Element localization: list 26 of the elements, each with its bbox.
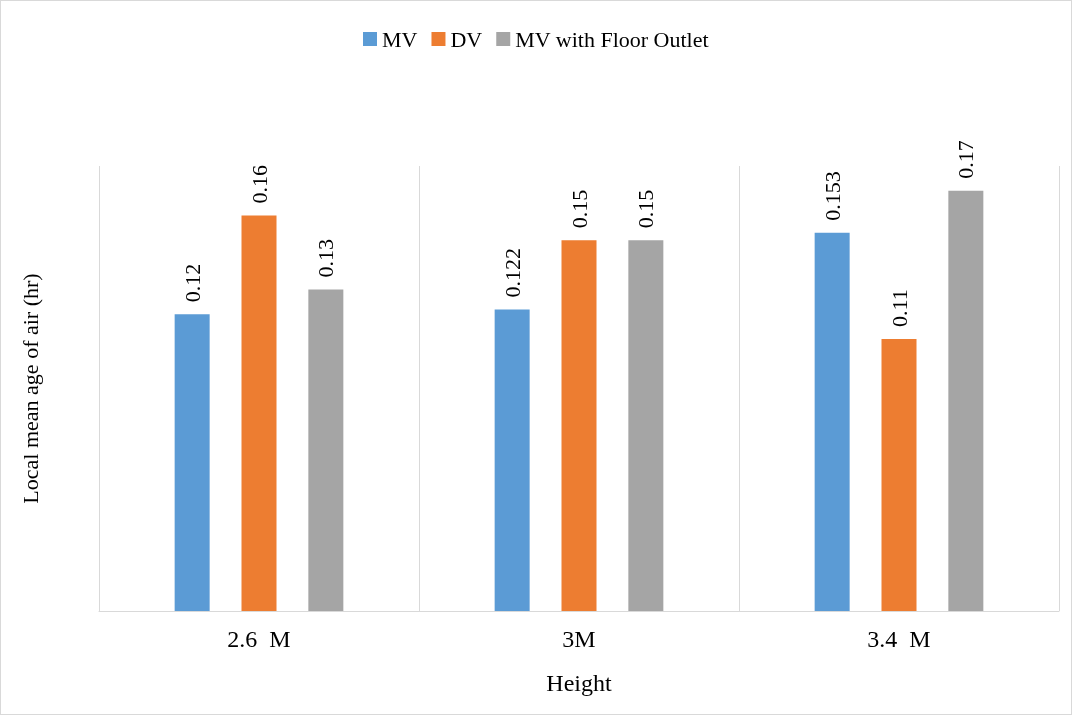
data-label: 0.15 (633, 189, 659, 229)
bar (628, 240, 664, 611)
x-axis-title: Height (546, 670, 612, 696)
data-label: 0.16 (246, 164, 272, 204)
bar (494, 309, 530, 611)
legend-label: MV (382, 26, 418, 52)
bar (881, 339, 917, 611)
data-label: 0.122 (499, 247, 525, 298)
legend-label: MV with Floor Outlet (515, 26, 709, 52)
legend-label: DV (450, 26, 483, 52)
bar (174, 314, 210, 611)
data-label: 0.153 (819, 171, 845, 221)
x-tick-label: 3.4 M (867, 626, 931, 652)
bar (948, 190, 984, 611)
x-tick-label: 3M (562, 626, 596, 652)
data-label: 0.15 (566, 189, 592, 229)
x-tick-label: 2.6 M (227, 626, 291, 652)
y-axis-title: Local mean age of air (hr) (17, 273, 43, 504)
bar (308, 289, 344, 611)
data-label: 0.11 (886, 289, 912, 328)
data-label: 0.13 (313, 239, 339, 278)
data-label: 0.12 (179, 263, 205, 303)
bar (241, 215, 277, 611)
bar (814, 232, 850, 611)
bar (561, 240, 597, 611)
data-label: 0.17 (953, 140, 979, 179)
